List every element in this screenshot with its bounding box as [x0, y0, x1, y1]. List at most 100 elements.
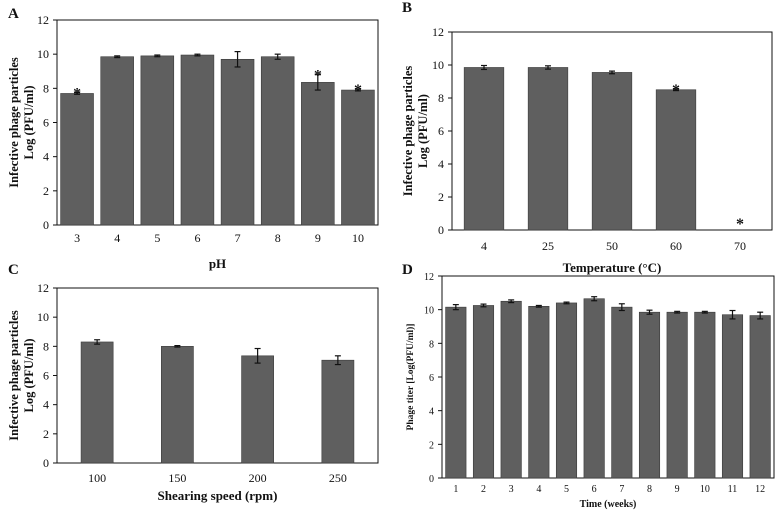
x-tick-label: 100	[88, 471, 106, 485]
bar	[611, 306, 633, 479]
x-tick-label: 9	[315, 231, 321, 245]
x-tick-label: 11	[728, 484, 738, 495]
bar	[260, 56, 295, 226]
bar	[655, 89, 697, 231]
x-tick-label: 60	[670, 239, 682, 253]
x-tick-label: 50	[606, 239, 618, 253]
y-tick-label: 0	[43, 456, 49, 470]
bar	[555, 302, 578, 479]
x-tick-label: 12	[755, 484, 765, 495]
x-tick-label: 10	[700, 484, 710, 495]
x-tick-label: 9	[675, 484, 680, 495]
y-tick-label: 10	[37, 47, 49, 61]
x-axis-label: Shearing speed (rpm)	[158, 488, 278, 503]
y-tick-label: 0	[438, 223, 444, 237]
bar	[638, 311, 661, 479]
panel-letter: C	[8, 262, 19, 278]
panel-a: A 0 2 4 6 8 10 12 * 3 4 5 6 7 8 * 9 * 10 pH Infective phage …	[7, 6, 379, 271]
x-tick-label: 4	[536, 484, 541, 495]
panel-b: B 0 2 4 6 8 10 12 4 25 50 * 60 * 70 Temperature (°C) Inf…	[401, 0, 773, 275]
y-axis-label: Log (PFU/ml)	[22, 339, 36, 413]
x-tick-label: 250	[329, 471, 347, 485]
y-tick-label: 0	[43, 218, 49, 232]
significance-marker: *	[314, 68, 322, 85]
y-tick-label: 12	[37, 281, 49, 295]
y-tick-label: 12	[37, 13, 49, 27]
y-tick-label: 8	[429, 339, 434, 350]
y-tick-label: 4	[43, 150, 49, 164]
panel-letter: B	[402, 0, 412, 16]
y-tick-label: 2	[429, 440, 434, 451]
bar	[527, 67, 569, 231]
bar	[60, 93, 94, 226]
y-tick-label: 2	[438, 190, 444, 204]
x-tick-label: 2	[481, 484, 486, 495]
y-tick-label: 0	[429, 474, 434, 485]
y-tick-label: 12	[424, 272, 434, 283]
panel-c: C 0 2 4 6 8 10 12 100 150 200 250 Shearing speed (rp…	[7, 262, 379, 503]
x-tick-label: 7	[235, 231, 241, 245]
y-tick-label: 6	[43, 116, 49, 130]
x-tick-label: 6	[592, 484, 597, 495]
significance-marker: *	[736, 216, 744, 233]
x-axis-label: Temperature (°C)	[563, 260, 662, 275]
x-tick-label: 5	[564, 484, 569, 495]
bar	[341, 89, 375, 226]
bar	[528, 305, 550, 479]
x-tick-label: 10	[352, 231, 364, 245]
bar	[161, 346, 194, 464]
bar	[180, 54, 215, 226]
bar	[100, 56, 134, 226]
bar	[463, 67, 505, 231]
bar	[472, 305, 495, 479]
y-tick-label: 4	[429, 407, 434, 418]
x-tick-label: 150	[168, 471, 186, 485]
bar	[140, 55, 175, 226]
x-tick-label: 1	[453, 484, 458, 495]
bar	[80, 341, 114, 464]
y-axis-label: Log (PFU/ml)	[416, 94, 430, 168]
x-tick-label: 200	[249, 471, 267, 485]
bar	[721, 314, 744, 479]
bar	[694, 311, 716, 479]
significance-marker: *	[73, 86, 81, 103]
bar	[749, 315, 771, 479]
y-tick-label: 6	[438, 124, 444, 138]
x-tick-label: 25	[542, 239, 554, 253]
bar	[666, 311, 688, 479]
significance-marker: *	[354, 82, 362, 99]
x-tick-label: 70	[734, 239, 746, 253]
x-tick-label: 7	[619, 484, 624, 495]
bar	[241, 355, 274, 464]
bar	[445, 306, 467, 479]
y-axis-label: Phage titer [Log(PFU/ml)]	[405, 324, 416, 431]
y-tick-label: 8	[43, 339, 49, 353]
x-tick-label: 3	[509, 484, 514, 495]
y-tick-label: 8	[438, 91, 444, 105]
y-axis-label: Log (PFU/ml)	[22, 86, 36, 160]
x-axis-label: pH	[209, 256, 226, 271]
y-tick-label: 2	[43, 184, 49, 198]
bar	[220, 58, 255, 226]
x-tick-label: 4	[114, 231, 120, 245]
x-tick-label: 5	[154, 231, 160, 245]
y-axis-label: Infective phage particles	[401, 66, 415, 197]
y-tick-label: 8	[43, 81, 49, 95]
bar	[321, 359, 355, 464]
x-axis-label: Time (weeks)	[580, 499, 637, 510]
y-tick-label: 12	[432, 25, 444, 39]
bar	[301, 82, 335, 226]
y-tick-label: 10	[37, 310, 49, 324]
x-tick-label: 3	[74, 231, 80, 245]
y-tick-label: 2	[43, 427, 49, 441]
y-tick-label: 6	[429, 373, 434, 384]
significance-marker: *	[672, 82, 680, 99]
bar	[500, 300, 522, 479]
y-tick-label: 10	[432, 58, 444, 72]
y-axis-label: Infective phage particles	[7, 57, 21, 188]
x-tick-label: 8	[275, 231, 281, 245]
x-tick-label: 6	[194, 231, 200, 245]
panel-letter: D	[402, 262, 413, 278]
